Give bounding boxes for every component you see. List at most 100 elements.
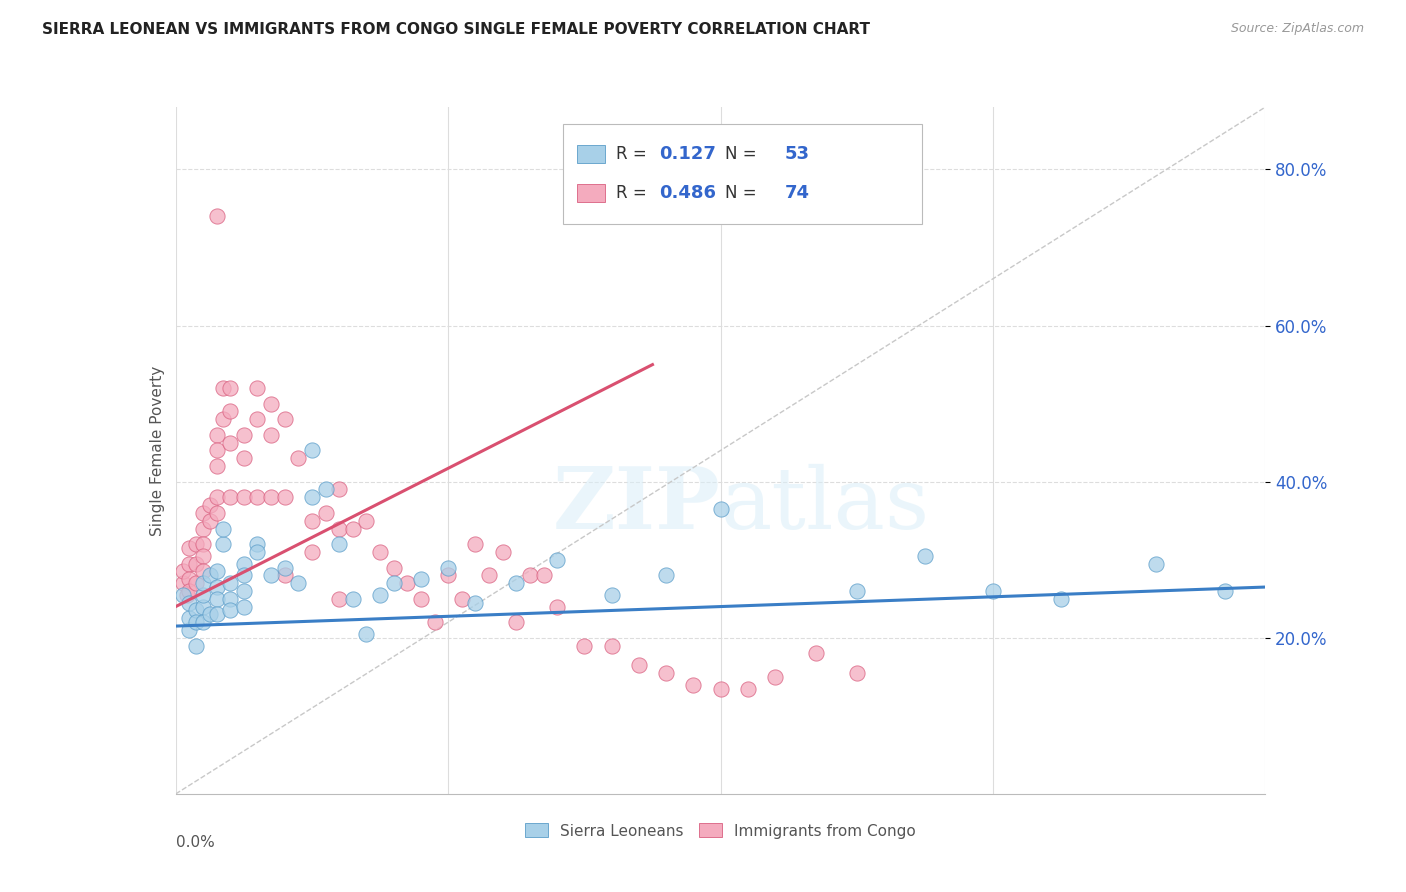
Text: R =: R = — [616, 184, 652, 202]
Point — [205, 565, 228, 579]
Point — [450, 591, 472, 606]
Point — [205, 209, 228, 223]
Point — [505, 576, 527, 591]
Point — [464, 537, 486, 551]
Point — [274, 568, 297, 582]
Legend: Sierra Leoneans, Immigrants from Congo: Sierra Leoneans, Immigrants from Congo — [519, 817, 922, 845]
Text: 0.0%: 0.0% — [176, 835, 215, 850]
Text: 74: 74 — [785, 184, 810, 202]
Point — [600, 639, 623, 653]
Point — [396, 576, 419, 591]
Point — [1050, 591, 1073, 606]
Point — [546, 552, 568, 567]
Text: 0.486: 0.486 — [659, 184, 717, 202]
Point — [246, 412, 269, 426]
Point — [1213, 583, 1236, 598]
Point — [382, 560, 405, 574]
Point — [191, 506, 214, 520]
Point — [179, 611, 201, 625]
Point — [368, 588, 391, 602]
Point — [219, 435, 242, 450]
Point — [186, 576, 208, 591]
Point — [219, 381, 242, 395]
Point — [356, 514, 378, 528]
FancyBboxPatch shape — [576, 184, 605, 202]
Point — [198, 514, 221, 528]
Point — [205, 443, 228, 458]
Point — [205, 458, 228, 473]
Point — [260, 396, 283, 410]
Point — [212, 537, 235, 551]
Point — [845, 665, 868, 680]
Point — [186, 615, 208, 630]
Point — [492, 545, 515, 559]
Point — [176, 588, 198, 602]
Point — [212, 521, 235, 535]
Point — [710, 502, 733, 516]
Point — [328, 591, 350, 606]
Text: N =: N = — [725, 145, 762, 162]
Point — [464, 596, 486, 610]
Point — [342, 521, 364, 535]
Point — [655, 568, 678, 582]
Point — [191, 537, 214, 551]
Text: Source: ZipAtlas.com: Source: ZipAtlas.com — [1230, 22, 1364, 36]
Point — [845, 583, 868, 598]
Point — [198, 498, 221, 512]
Point — [981, 583, 1004, 598]
Point — [179, 541, 201, 555]
Point — [232, 451, 254, 466]
Point — [710, 681, 733, 696]
Point — [219, 404, 242, 418]
Point — [179, 572, 201, 586]
Point — [219, 576, 242, 591]
FancyBboxPatch shape — [562, 124, 922, 224]
Point — [519, 568, 541, 582]
Point — [172, 588, 194, 602]
Point — [260, 568, 283, 582]
Y-axis label: Single Female Poverty: Single Female Poverty — [149, 366, 165, 535]
Point — [423, 615, 446, 630]
Point — [172, 576, 194, 591]
Point — [655, 665, 678, 680]
Point — [205, 591, 228, 606]
Text: R =: R = — [616, 145, 652, 162]
Text: atlas: atlas — [721, 464, 929, 547]
Point — [191, 615, 214, 630]
Point — [260, 490, 283, 504]
Point — [274, 490, 297, 504]
Point — [914, 549, 936, 563]
Point — [205, 427, 228, 442]
Point — [186, 557, 208, 571]
Point — [301, 443, 323, 458]
Point — [198, 568, 221, 582]
Point — [232, 583, 254, 598]
Point — [342, 591, 364, 606]
Point — [804, 646, 827, 660]
Text: 0.127: 0.127 — [659, 145, 717, 162]
Point — [179, 596, 201, 610]
FancyBboxPatch shape — [576, 145, 605, 162]
Point — [191, 565, 214, 579]
Point — [328, 483, 350, 497]
Point — [274, 412, 297, 426]
Point — [232, 557, 254, 571]
Point — [763, 670, 786, 684]
Point — [437, 560, 460, 574]
Point — [1144, 557, 1167, 571]
Point — [505, 615, 527, 630]
Point — [232, 599, 254, 614]
Point — [287, 576, 309, 591]
Point — [274, 560, 297, 574]
Point — [172, 565, 194, 579]
Point — [409, 572, 432, 586]
Point — [246, 545, 269, 559]
Point — [232, 427, 254, 442]
Point — [533, 568, 555, 582]
Point — [205, 506, 228, 520]
Point — [328, 521, 350, 535]
Point — [574, 639, 596, 653]
Point — [219, 490, 242, 504]
Point — [246, 381, 269, 395]
Point — [301, 490, 323, 504]
